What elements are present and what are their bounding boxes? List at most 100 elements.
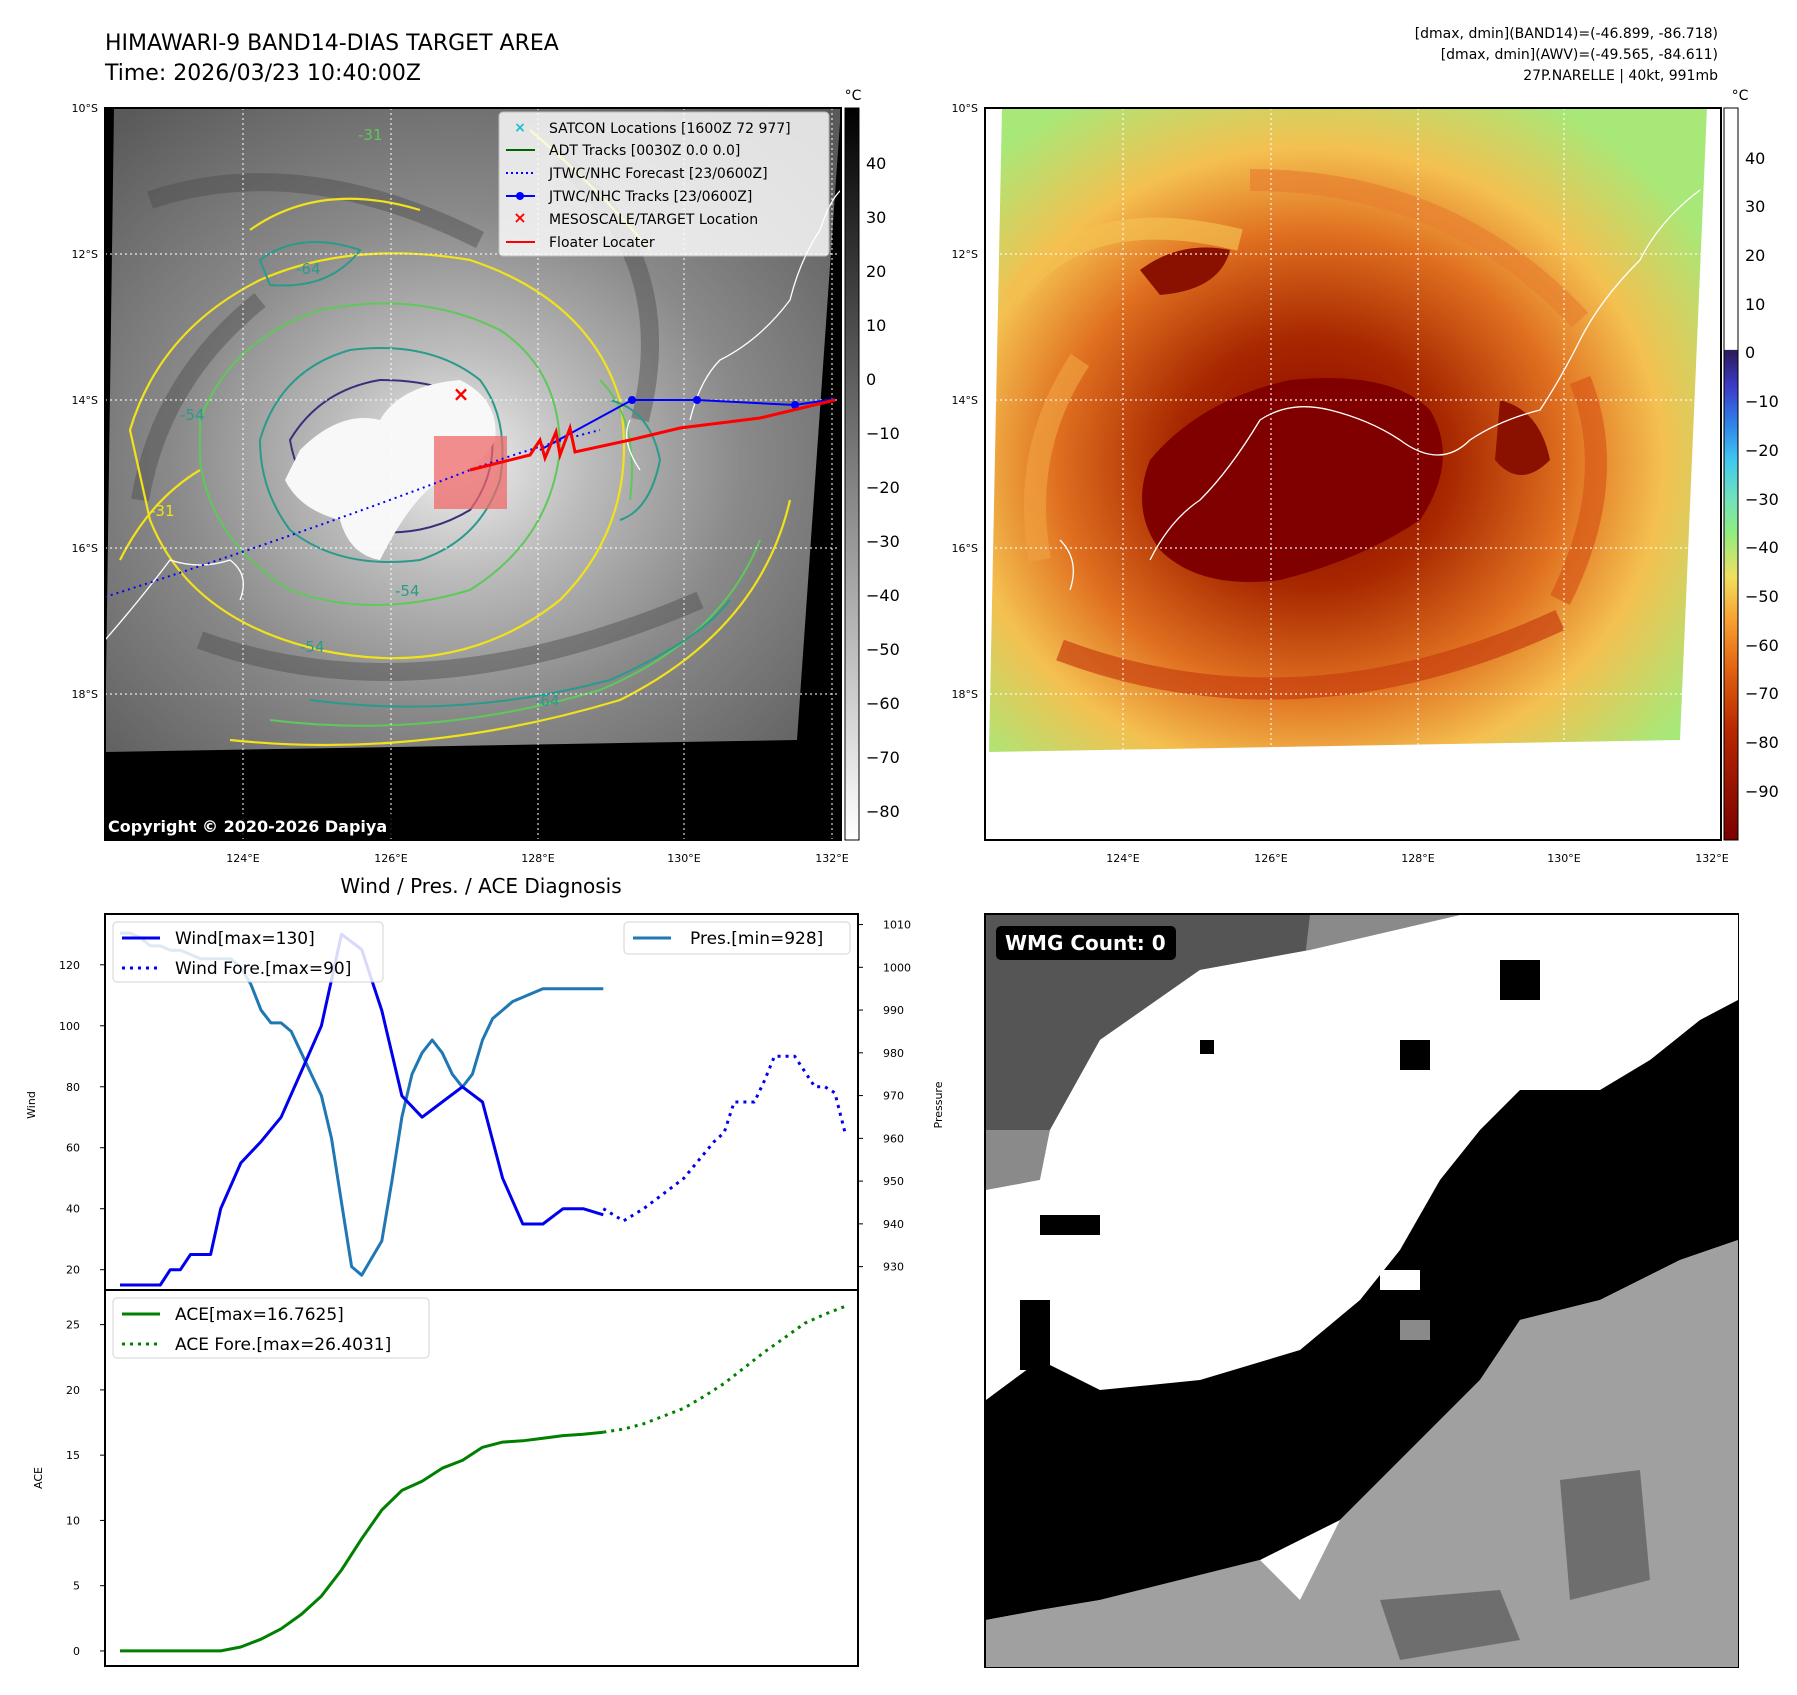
awv-moisture-bands — [1000, 169, 1607, 700]
floater-target-box — [434, 436, 507, 509]
contour-label: -54 — [300, 638, 325, 656]
legend-satcon-label: SATCON Locations [1600Z 72 977] — [549, 121, 791, 137]
cbar-tick: 40 — [1745, 149, 1765, 168]
ace-ytick-label: 20 — [66, 1384, 80, 1397]
ace-ylabel: ACE — [32, 1467, 45, 1489]
lat-label: 14°S — [952, 394, 978, 407]
map-legend: × SATCON Locations [1600Z 72 977] ADT Tr… — [498, 111, 830, 257]
pressure-ytick-label: 930 — [883, 1261, 904, 1274]
wind-legend: Wind[max=130] Wind Fore.[max=90] — [112, 921, 384, 983]
cbar-tick: 40 — [866, 154, 886, 173]
awv-map-panel: 10°S 12°S 14°S 16°S 18°S 124°E 126°E 128… — [952, 88, 1779, 865]
awv-colorbar-unit: °C — [1732, 88, 1749, 104]
cbar-tick: 0 — [1745, 343, 1755, 362]
series-line-ace-fore- — [603, 1305, 846, 1434]
jtwc-track-point — [628, 396, 636, 404]
pressure-ytick-label: 970 — [883, 1090, 904, 1103]
awv-dark-band — [1140, 247, 1230, 295]
wind-legend-box — [112, 921, 384, 983]
cbar-tick: 10 — [866, 316, 886, 335]
ace-ytick-label: 25 — [66, 1319, 80, 1332]
wind-pressure-chart: 20 40 60 80 100 120 930 940 950 960 970 980 990 1000 1… — [25, 913, 945, 1291]
cbar-tick: 0 — [866, 370, 876, 389]
storm-info: 27P.NARELLE | 40kt, 991mb — [1523, 68, 1718, 84]
cbar-tick: −40 — [1745, 538, 1779, 557]
jtwc-track-point — [693, 396, 701, 404]
wmg-speckle — [1400, 1040, 1430, 1070]
series-line-wind-fore- — [602, 1054, 847, 1223]
series-line-ace — [120, 1430, 604, 1653]
wmg-hole — [1380, 1270, 1420, 1290]
cbar-tick: −40 — [866, 586, 900, 605]
wmg-region-darkgray — [986, 915, 1310, 1130]
legend-tracks-marker — [516, 192, 524, 200]
wmg-region-black — [986, 1000, 1738, 1620]
cbar-tick: 30 — [1745, 197, 1765, 216]
legend-box — [498, 111, 830, 257]
cbar-tick: −80 — [1745, 733, 1779, 752]
cbar-tick: −20 — [1745, 441, 1779, 460]
wmg-count-label: WMG Count: 0 — [1005, 931, 1166, 955]
stats-line-awv: [dmax, dmin](AWV)=(-49.565, -84.611) — [1441, 47, 1718, 63]
ir-lon-labels: 124°E 126°E 128°E 130°E 132°E — [226, 852, 848, 865]
ace-legend: ACE[max=16.7625] ACE Fore.[max=26.4031] — [112, 1297, 430, 1359]
ace-chart: 0 5 10 15 20 25 ACE ACE[max=16.7625] ACE Fore… — [32, 1289, 859, 1667]
legend-wind-label: Wind[max=130] — [175, 929, 315, 949]
wind-ylabel: Wind — [25, 1091, 38, 1119]
lat-label: 12°S — [72, 248, 98, 261]
cbar-tick: −10 — [866, 424, 900, 443]
figure-time: Time: 2026/03/23 10:40:00Z — [104, 61, 421, 86]
lon-label: 124°E — [1106, 852, 1139, 865]
pressure-legend: Pres.[min=928] — [623, 921, 851, 955]
stats-line-band14: [dmax, dmin](BAND14)=(-46.899, -86.718) — [1415, 26, 1718, 42]
wind-ytick-label: 100 — [59, 1020, 80, 1033]
lat-label: 18°S — [952, 688, 978, 701]
cbar-tick: −50 — [866, 640, 900, 659]
awv-dark-core — [1142, 378, 1443, 582]
contour-label: -31 — [150, 502, 175, 520]
contour-label: -31 — [358, 126, 383, 144]
wmg-speckle — [1040, 1215, 1100, 1235]
contour-label: -64 — [296, 260, 321, 278]
wmg-region-gray — [1380, 1590, 1520, 1660]
legend-pressure-label: Pres.[min=928] — [690, 929, 823, 949]
lat-label: 16°S — [952, 542, 978, 555]
ace-ytick-label: 5 — [73, 1580, 80, 1593]
copyright-text: Copyright © 2020-2026 Dapiya — [108, 817, 387, 836]
wind-ytick-label: 40 — [66, 1203, 80, 1216]
legend-satcon-marker: × — [514, 120, 526, 136]
wmg-speckle — [1020, 1300, 1050, 1370]
wmg-region-gray — [1560, 1470, 1650, 1600]
pressure-ytick-label: 1010 — [883, 919, 911, 932]
awv-colorbar-ticks: 40 30 20 10 0 −10 −20 −30 −40 −50 −60 −7… — [1745, 149, 1779, 801]
cbar-tick: −50 — [1745, 587, 1779, 606]
ir-colorbar-unit: °C — [845, 88, 862, 104]
legend-acefore-label: ACE Fore.[max=26.4031] — [175, 1335, 391, 1355]
ir-contour-labels: -31 -54 -64 -31 -64 -54 -54 — [150, 126, 560, 710]
ir-colorbar — [844, 107, 860, 841]
lon-label: 126°E — [1254, 852, 1287, 865]
cbar-tick: −10 — [1745, 392, 1779, 411]
lat-label: 10°S — [72, 102, 98, 115]
wmg-speckle — [1500, 960, 1540, 1000]
legend-forecast-label: JTWC/NHC Forecast [23/0600Z] — [548, 166, 768, 182]
lat-label: 14°S — [72, 394, 98, 407]
pressure-ytick-label: 980 — [883, 1047, 904, 1060]
wmg-hole — [1400, 1320, 1430, 1340]
pressure-ytick-label: 1000 — [883, 961, 911, 974]
lon-label: 126°E — [374, 852, 407, 865]
legend-ace-label: ACE[max=16.7625] — [175, 1305, 344, 1325]
ace-ytick-label: 15 — [66, 1449, 80, 1462]
ace-ytick-label: 0 — [73, 1645, 80, 1658]
jtwc-forecast-track — [105, 429, 601, 598]
lat-label: 10°S — [952, 102, 978, 115]
ir-cold-core — [285, 380, 496, 560]
legend-target-label: MESOSCALE/TARGET Location — [549, 212, 758, 228]
cbar-tick: −60 — [866, 694, 900, 713]
lon-label: 128°E — [521, 852, 554, 865]
wmg-hole — [1250, 1300, 1270, 1320]
wmg-region-lightgray — [986, 1560, 1300, 1667]
copyright-box — [105, 814, 417, 838]
pressure-ytick-label: 990 — [883, 1004, 904, 1017]
